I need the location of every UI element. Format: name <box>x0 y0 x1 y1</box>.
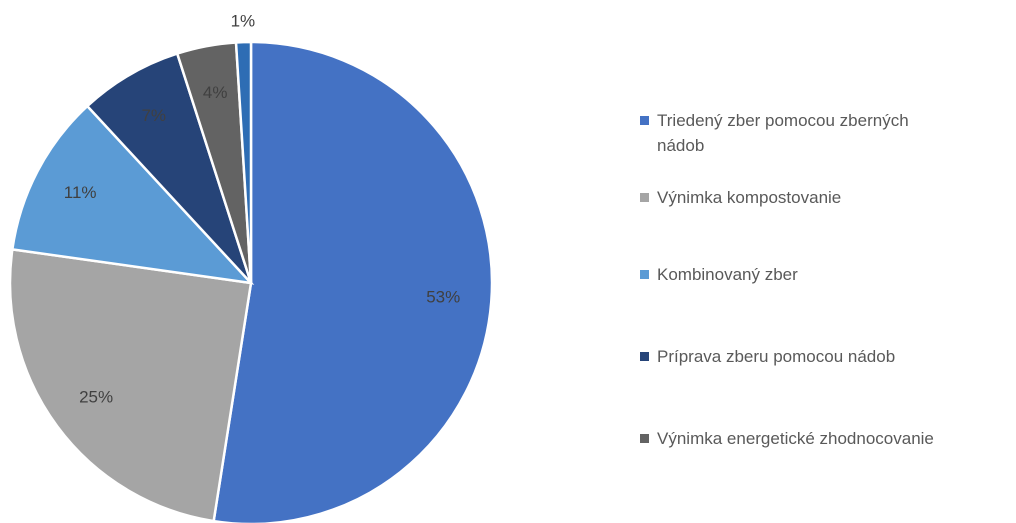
legend-label: Príprava zberu pomocou nádob <box>657 347 896 366</box>
legend-label: Výnimka energetické zhodnocovanie <box>657 429 934 448</box>
legend: Triedený zber pomocou zberných nádob Výni… <box>640 0 1016 523</box>
legend-item: Príprava zberu pomocou nádob <box>640 344 895 369</box>
legend-label: Triedený zber pomocou zberných nádob <box>657 111 909 155</box>
legend-label: Kombinovaný zber <box>657 265 798 284</box>
legend-item: Výnimka energetické zhodnocovanie <box>640 426 934 451</box>
legend-swatch <box>640 270 649 279</box>
data-label: 25% <box>79 387 113 406</box>
pie-slice <box>85 51 253 284</box>
legend-label: Výnimka kompostovanie <box>657 188 842 207</box>
legend-swatch <box>640 434 649 443</box>
legend-item: Výnimka kompostovanie <box>640 185 841 210</box>
pie-slice <box>212 40 494 523</box>
legend-swatch <box>640 193 649 202</box>
pie-slice <box>8 247 253 523</box>
legend-swatch <box>640 116 649 125</box>
legend-item: Kombinovaný zber <box>640 262 798 287</box>
pie-slice <box>10 104 255 285</box>
legend-item: Triedený zber pomocou zberných nádob <box>640 108 947 158</box>
pie-area: 53% 25% 11% 7% 4% 1% <box>8 12 494 523</box>
legend-swatch <box>640 352 649 361</box>
pie-slice <box>234 40 253 284</box>
data-label: 4% <box>203 83 228 102</box>
data-label: 1% <box>231 12 256 31</box>
data-label: 53% <box>426 287 460 306</box>
data-label: 11% <box>64 183 97 202</box>
data-label: 7% <box>141 106 166 125</box>
